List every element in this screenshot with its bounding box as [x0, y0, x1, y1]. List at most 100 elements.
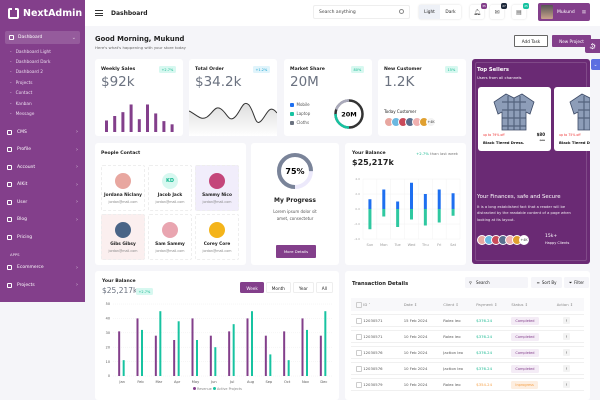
- sidebar-subitem[interactable]: - Message: [0, 109, 85, 119]
- user-menu[interactable]: Mukund ▦: [538, 3, 590, 21]
- card-title: Market Share: [290, 67, 325, 72]
- search-input[interactable]: Search anything: [313, 5, 410, 19]
- mail-button[interactable]: ✉ 27: [490, 3, 507, 19]
- table-row[interactable]: 12030576 10 Feb 2024 Jaction leo $376.24 Com…: [351, 346, 584, 359]
- product-card[interactable]: up to 79% off $80 $95 Black Tiered Dress…: [478, 87, 551, 151]
- revenue-bar: [283, 331, 286, 376]
- column-header[interactable]: Payment ⇕: [476, 298, 512, 311]
- more-details-button[interactable]: More Details: [276, 245, 316, 258]
- tab-all[interactable]: All: [315, 282, 333, 293]
- total-order-card: Total Order +1.2% $34.2k: [189, 59, 277, 136]
- transaction-id: 12030571: [363, 317, 383, 323]
- product-card[interactable]: up to 75% off Black Tiered D: [554, 87, 590, 151]
- active-projects-bar: [159, 311, 162, 376]
- positive-bar: [368, 199, 372, 209]
- sidebar-item-projects[interactable]: Projects ›: [0, 277, 85, 295]
- theme-color-button[interactable]: 💧︎: [591, 59, 600, 70]
- new-project-button[interactable]: New Project: [552, 35, 591, 47]
- tab-week[interactable]: Week: [240, 282, 264, 293]
- column-header[interactable]: Client ⇕: [443, 298, 477, 311]
- sidebar-item-label: Dashboard: [18, 35, 43, 40]
- contact-card[interactable]: Sam Sammy jordan@mail.com: [148, 214, 192, 260]
- notification-button[interactable]: 🔔︎ 35: [470, 3, 487, 19]
- table-row[interactable]: 12030571 15 Feb 2024 Rolex leo $376.24 Compl…: [351, 314, 584, 327]
- column-header[interactable]: Date ⇕: [403, 298, 444, 311]
- more-options-icon[interactable]: ⁞: [562, 317, 570, 324]
- sidebar-subitem[interactable]: - Dashboard Dark: [0, 57, 85, 67]
- sidebar-subitem[interactable]: - Dashboard Light: [0, 47, 85, 57]
- discount-label: up to 79% off: [483, 133, 505, 137]
- sidebar-item-account[interactable]: Account ›: [0, 159, 85, 177]
- row-checkbox[interactable]: [356, 317, 362, 324]
- column-header[interactable]: ID ˄: [351, 298, 404, 311]
- contact-email: jordan@mail.com: [202, 249, 232, 253]
- contact-card[interactable]: Sammy Nico jordan@mail.com: [195, 165, 239, 211]
- sidebar-item-pricing[interactable]: Pricing: [0, 229, 85, 247]
- status-cell: Completed: [511, 362, 557, 375]
- table-row[interactable]: 12030571 10 Feb 2024 Rolex leo $376.24 Compl…: [351, 330, 584, 343]
- calendar-button[interactable]: ▤ 25: [512, 3, 529, 19]
- select-all-checkbox[interactable]: [356, 301, 362, 308]
- sidebar-item-ecommerce[interactable]: Ecommerce ›: [0, 259, 85, 277]
- column-label: Payment: [476, 302, 493, 307]
- avatar: [541, 5, 553, 19]
- filter-button[interactable]: ⏷ Filter: [564, 277, 589, 288]
- table-row[interactable]: 12030576 10 Feb 2024 Jaction leo $376.24 Com…: [351, 362, 584, 375]
- sidebar-subitem-label: Kanban: [15, 101, 32, 107]
- contact-card[interactable]: Gibs Gibsy jordan@mail.com: [101, 214, 145, 260]
- client-avatars: +4K: [477, 235, 529, 245]
- contact-card[interactable]: KD Jacob Jack jordan@mail.com: [148, 165, 192, 211]
- tab-year[interactable]: Year: [292, 282, 314, 293]
- menu-icon[interactable]: [95, 10, 103, 16]
- sidebar-item-aikit[interactable]: AIKit ›: [0, 176, 85, 194]
- row-checkbox[interactable]: [356, 349, 362, 356]
- blog-icon: [7, 217, 12, 223]
- sidebar-item-profile[interactable]: Profile ›: [0, 141, 85, 159]
- x-tick-label: Aug: [247, 380, 254, 384]
- more-options-icon[interactable]: ⁞: [562, 349, 570, 356]
- negative-bar: [451, 209, 455, 216]
- client-cell: Jaction leo: [443, 362, 477, 375]
- more-options-icon[interactable]: ⁞: [562, 381, 570, 388]
- sidebar-item-cms[interactable]: CMS ›: [0, 124, 85, 142]
- row-checkbox[interactable]: [356, 365, 362, 372]
- more-options-icon[interactable]: ⁞: [562, 365, 570, 372]
- add-task-button[interactable]: Add Task: [514, 35, 548, 47]
- finance-heading: Your Finances, safe and Secure: [477, 194, 561, 200]
- sidebar-subitem[interactable]: - Contact: [0, 89, 85, 99]
- action-cell: ⁞: [556, 346, 584, 359]
- sort-button[interactable]: ≡ Sort By: [531, 277, 562, 288]
- date-cell: 10 Feb 2024: [403, 346, 444, 359]
- more-options-icon[interactable]: ⁞: [562, 333, 570, 340]
- contact-name: Jordana Niclany: [104, 193, 142, 198]
- sidebar-subitem[interactable]: - Dashboard 2: [0, 68, 85, 78]
- contact-card[interactable]: Jordana Niclany jordan@mail.com: [101, 165, 145, 211]
- weekly-sales-card: Weekly Sales +2.7% $92k: [95, 59, 183, 136]
- active-projects-bar: [324, 311, 327, 376]
- id-cell: 12030576: [351, 346, 404, 359]
- revenue-bar: [228, 331, 231, 376]
- tab-month[interactable]: Month: [265, 282, 291, 293]
- column-header[interactable]: Action ⇕: [556, 298, 584, 311]
- sidebar-item-user[interactable]: User ›: [0, 194, 85, 212]
- row-checkbox[interactable]: [356, 381, 362, 388]
- contact-avatar: [115, 222, 131, 238]
- contact-card[interactable]: Corey Core jordan@mail.com: [195, 214, 239, 260]
- payment-cell: $376.24: [476, 330, 512, 343]
- transaction-search-input[interactable]: ⚲ Search: [465, 277, 528, 288]
- sidebar-subitem[interactable]: - Projects: [0, 78, 85, 88]
- sales-bar: [170, 124, 174, 132]
- table-row[interactable]: 12030579 10 Feb 2024 Rolex leo $354.24 Inpro…: [351, 378, 584, 391]
- light-mode-button[interactable]: Light: [419, 5, 440, 19]
- dark-mode-button[interactable]: Dark: [445, 9, 456, 15]
- x-tick-label: Jul: [229, 380, 234, 384]
- logo[interactable]: NextAdmin: [0, 0, 85, 26]
- sidebar-item-blog[interactable]: Blog ›: [0, 211, 85, 229]
- column-header[interactable]: Status ⇕: [511, 298, 557, 311]
- sidebar-subitem[interactable]: - Kanban: [0, 99, 85, 109]
- row-checkbox[interactable]: [356, 333, 362, 340]
- id-cell: 12030571: [351, 330, 404, 343]
- balance-value: $25,217k: [102, 286, 138, 295]
- sidebar-item-dashboard[interactable]: Dashboard ⌄: [5, 31, 80, 44]
- x-tick-label: Wed: [408, 243, 416, 247]
